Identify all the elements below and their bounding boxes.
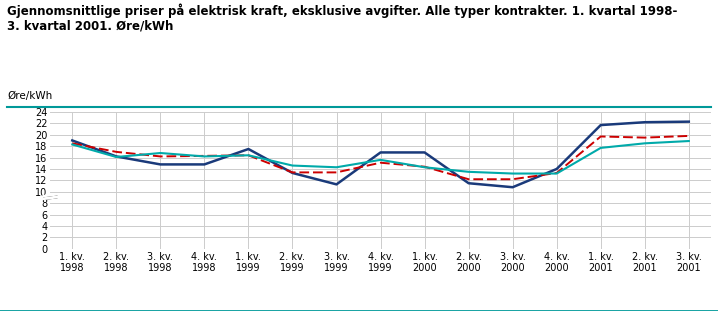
Text: Gjennomsnittlige priser på elektrisk kraft, eksklusive avgifter. Alle typer kont: Gjennomsnittlige priser på elektrisk kra… [7,3,678,33]
Text: Øre/kWh: Øre/kWh [7,91,52,101]
